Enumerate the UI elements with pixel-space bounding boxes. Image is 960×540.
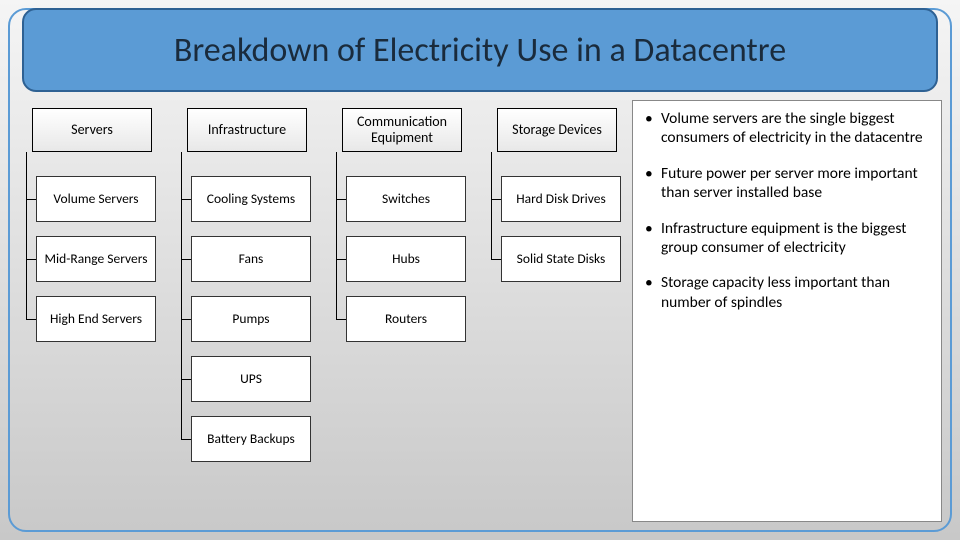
content-row: Servers Volume Servers Mid-Range Servers Hi… xyxy=(18,100,942,522)
tree-child-node: Hard Disk Drives xyxy=(501,176,621,222)
connector xyxy=(336,152,337,319)
tree-child-node: Cooling Systems xyxy=(191,176,311,222)
tree-column: Storage Devices Hard Disk Drives Solid Sta… xyxy=(483,104,622,522)
note-item: Future power per server more important t… xyxy=(641,164,927,203)
connector xyxy=(336,259,346,260)
connector xyxy=(181,319,191,320)
notes-panel: Volume servers are the single biggest co… xyxy=(632,100,942,522)
note-item: Storage capacity less important than num… xyxy=(641,273,927,312)
connector xyxy=(181,259,191,260)
note-item: Infrastructure equipment is the biggest … xyxy=(641,219,927,258)
notes-list: Volume servers are the single biggest co… xyxy=(641,109,927,312)
connector xyxy=(491,199,501,200)
tree-root-node: Servers xyxy=(32,108,152,152)
note-item: Volume servers are the single biggest co… xyxy=(641,109,927,148)
connector xyxy=(181,379,191,380)
connector xyxy=(336,319,346,320)
tree-column: Infrastructure Cooling Systems Fans Pumps UP… xyxy=(173,104,312,522)
tree-root-node: Infrastructure xyxy=(187,108,307,152)
tree-child-node: Mid-Range Servers xyxy=(36,236,156,282)
connector xyxy=(181,199,191,200)
connector xyxy=(491,152,492,259)
outer-frame: Breakdown of Electricity Use in a Datace… xyxy=(8,8,952,532)
connector xyxy=(26,199,36,200)
connector xyxy=(26,259,36,260)
tree-child-node: Switches xyxy=(346,176,466,222)
connector xyxy=(26,319,36,320)
tree-root-node: Storage Devices xyxy=(497,108,617,152)
connector xyxy=(336,199,346,200)
connector xyxy=(181,439,191,440)
tree-child-node: UPS xyxy=(191,356,311,402)
tree-child-node: Solid State Disks xyxy=(501,236,621,282)
tree-column: Communication Equipment Switches Hubs Route… xyxy=(328,104,467,522)
tree-child-node: Fans xyxy=(191,236,311,282)
title-banner: Breakdown of Electricity Use in a Datace… xyxy=(22,8,938,92)
tree-child-node: Routers xyxy=(346,296,466,342)
connector xyxy=(491,259,501,260)
page-title: Breakdown of Electricity Use in a Datace… xyxy=(174,30,786,71)
tree-child-node: Battery Backups xyxy=(191,416,311,462)
tree-child-node: Hubs xyxy=(346,236,466,282)
tree-area: Servers Volume Servers Mid-Range Servers Hi… xyxy=(18,100,622,522)
tree-column: Servers Volume Servers Mid-Range Servers Hi… xyxy=(18,104,157,522)
tree-root-node: Communication Equipment xyxy=(342,108,462,152)
tree-child-node: Pumps xyxy=(191,296,311,342)
tree-child-node: Volume Servers xyxy=(36,176,156,222)
connector xyxy=(181,152,182,439)
connector xyxy=(26,152,27,319)
tree-child-node: High End Servers xyxy=(36,296,156,342)
